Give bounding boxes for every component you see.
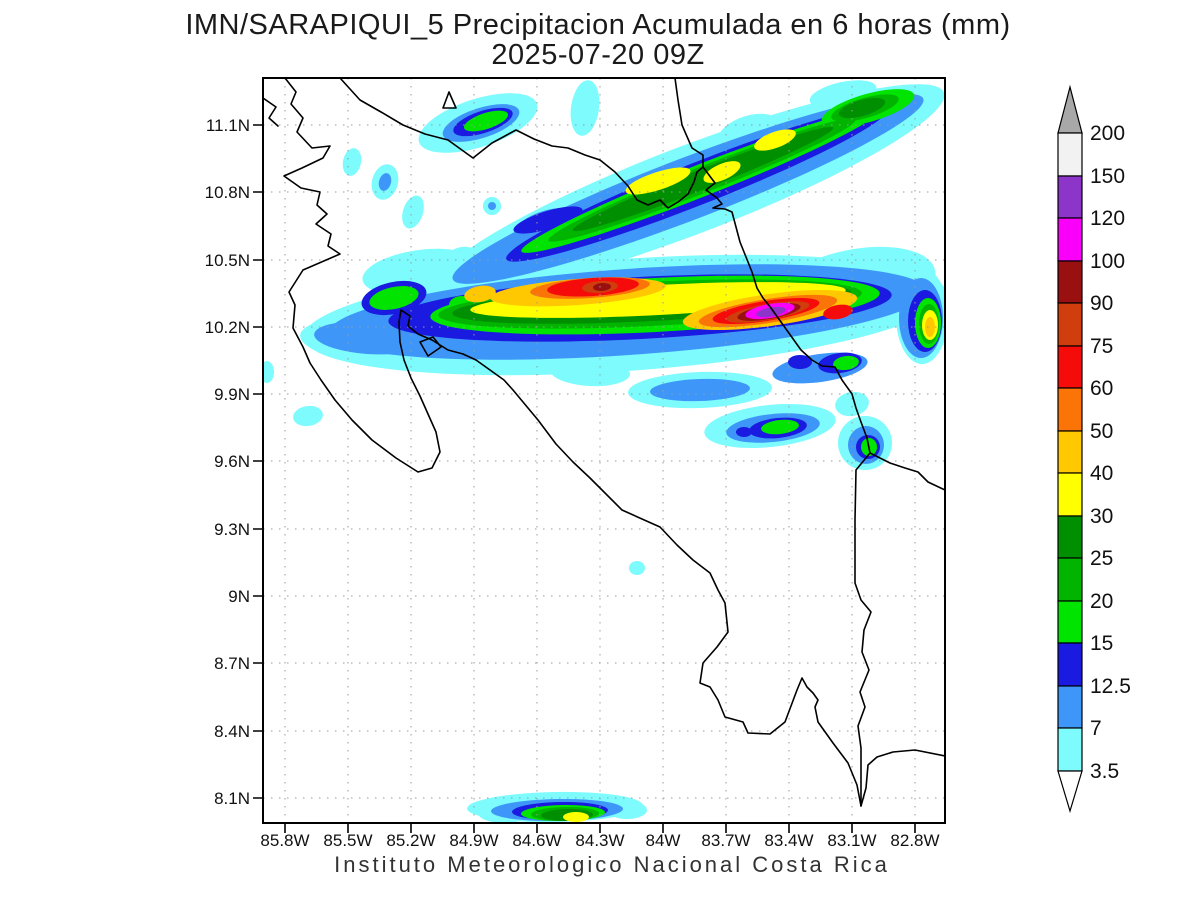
lat-tick-label: 11.1N: [206, 116, 250, 135]
colorbar-cell-100: [1057, 217, 1083, 262]
colorbar-cell-60: [1057, 345, 1083, 389]
colorbar-cell-90: [1057, 260, 1083, 304]
colorbar-label: 30: [1090, 505, 1113, 528]
lon-tick-label: 83.7W: [701, 831, 750, 850]
nicaragua-coast-fragment: [263, 97, 279, 127]
lon-tick-marks: [284, 823, 916, 833]
caribbean-coastline: [674, 78, 945, 491]
colorbar-label: 120: [1090, 207, 1125, 230]
colorbar-label: 3.5: [1090, 760, 1119, 783]
colorbar-cell-120: [1057, 175, 1083, 219]
lat-tick-label: 10.8N: [205, 183, 250, 202]
precip-shapes-120mm: [756, 306, 786, 318]
lat-axis-labels: 11.1N 10.8N 10.5N 10.2N 9.9N 9.6N 9.3N 9…: [205, 116, 250, 808]
colorbar-cell-15: [1057, 600, 1083, 644]
pacific-coastline: [283, 78, 945, 807]
colorbar-label: 15: [1090, 632, 1113, 655]
lon-tick-label: 84W: [646, 831, 681, 850]
colorbar-label: 7: [1090, 717, 1102, 740]
colorbar-cell-40: [1057, 430, 1083, 474]
colorbar-cell-7: [1057, 685, 1083, 729]
lon-tick-label: 84.6W: [512, 831, 561, 850]
lat-tick-label: 8.4N: [214, 722, 250, 741]
colorbar-label: 40: [1090, 462, 1113, 485]
colorbar-label: 90: [1090, 292, 1113, 315]
colorbar-label: 150: [1090, 165, 1125, 188]
colorbar-label: 25: [1090, 547, 1113, 570]
lon-tick-label: 85.8W: [260, 831, 309, 850]
lat-tick-label: 9.3N: [214, 520, 250, 539]
colorbar-cell-30: [1057, 472, 1083, 517]
panama-border: [854, 452, 872, 807]
lat-tick-label: 10.2N: [205, 318, 250, 337]
lon-tick-label: 83.1W: [827, 831, 876, 850]
lon-tick-label: 83.4W: [764, 831, 813, 850]
colorbar-cell-75: [1057, 302, 1083, 347]
colorbar: 200 150 120 100 90 75 60 50 40 30 25 20 …: [1057, 84, 1131, 814]
nicaragua-border-san-juan: [339, 78, 704, 209]
colorbar-under-arrow: [1057, 770, 1083, 814]
lat-tick-label: 9.6N: [214, 452, 250, 471]
lat-tick-label: 9N: [228, 587, 250, 606]
colorbar-label: 50: [1090, 420, 1113, 443]
colorbar-label: 200: [1090, 122, 1125, 145]
lon-tick-label: 84.9W: [449, 831, 498, 850]
footer-credit: Instituto Meteorologico Nacional Costa R…: [334, 852, 890, 877]
colorbar-label: 100: [1090, 250, 1125, 273]
lat-tick-label: 9.9N: [214, 385, 250, 404]
lon-tick-label: 85.5W: [323, 831, 372, 850]
precip-shapes-7mm: [314, 94, 943, 822]
colorbar-cell-25: [1057, 515, 1083, 559]
colorbar-cell-3.5: [1057, 727, 1083, 772]
plot-subtitle: 2025-07-20 09Z: [491, 39, 704, 71]
map-frame: [262, 77, 946, 824]
island-outline: [442, 91, 457, 109]
plot-title: IMN/SARAPIQUI_5 Precipitacion Acumulada …: [185, 9, 1010, 41]
colorbar-cell-150: [1057, 132, 1083, 177]
colorbar-over-arrow: [1057, 84, 1083, 134]
lat-tick-marks: [253, 124, 263, 799]
map-area: [263, 78, 945, 823]
colorbar-cell-12.5: [1057, 642, 1083, 687]
colorbar-label: 12.5: [1090, 675, 1131, 698]
colorbar-label: 20: [1090, 590, 1113, 613]
lat-tick-label: 8.1N: [214, 789, 250, 808]
chira-island-outline: [419, 336, 442, 357]
lon-tick-label: 84.3W: [575, 831, 624, 850]
lon-axis-labels: 85.8W 85.5W 85.2W 84.9W 84.6W 84.3W 84W …: [260, 831, 939, 850]
colorbar-label: 60: [1090, 377, 1113, 400]
lon-tick-label: 82.8W: [890, 831, 939, 850]
lon-tick-label: 85.2W: [386, 831, 435, 850]
colorbar-label: 75: [1090, 335, 1113, 358]
lat-tick-label: 10.5N: [205, 251, 250, 270]
lat-tick-label: 8.7N: [214, 654, 250, 673]
colorbar-cell-20: [1057, 557, 1083, 602]
colorbar-cell-50: [1057, 387, 1083, 432]
